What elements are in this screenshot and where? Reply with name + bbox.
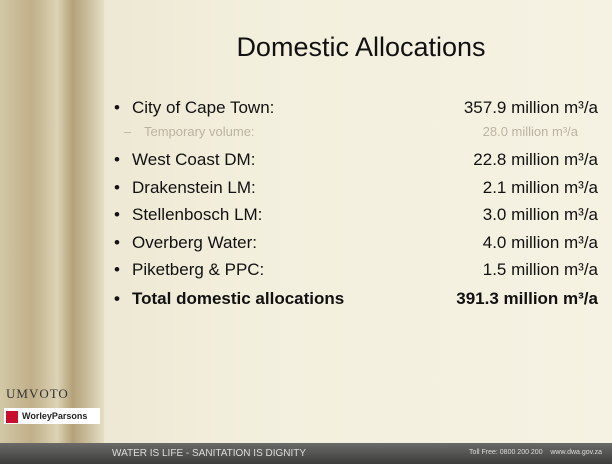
item-label: Total domestic allocations <box>132 289 344 309</box>
slide: Domestic Allocations • City of Cape Town:… <box>0 0 612 464</box>
background-image <box>0 0 104 443</box>
list-item: • Piketberg & PPC: 1.5 million m³/a <box>106 260 598 284</box>
item-value: 357.9 million m³/a <box>464 98 598 118</box>
footer-motto: WATER IS LIFE - SANITATION IS DIGNITY <box>112 448 306 459</box>
list-item: –Temporary volume: 28.0 million m³/a <box>106 124 598 148</box>
bullet: • <box>114 260 120 280</box>
item-label: Temporary volume: <box>144 124 255 139</box>
bullet: • <box>114 289 120 309</box>
list-item: • Drakenstein LM: 2.1 million m³/a <box>106 178 598 202</box>
list-item: • Total domestic allocations 391.3 million… <box>106 289 598 313</box>
item-label: Overberg Water: <box>132 233 257 253</box>
logo-text: WorleyParsons <box>22 411 87 421</box>
item-label: Piketberg & PPC: <box>132 260 264 280</box>
footer-contact: Toll Free: 0800 200 200 www.dwa.gov.za <box>469 449 602 456</box>
title: Domestic Allocations <box>110 32 612 63</box>
item-value: 1.5 million m³/a <box>483 260 598 280</box>
item-value: 4.0 million m³/a <box>483 233 598 253</box>
item-value: 22.8 million m³/a <box>473 150 598 170</box>
list-item: • Overberg Water: 4.0 million m³/a <box>106 233 598 257</box>
bullet: • <box>114 150 120 170</box>
list-item: • Stellenbosch LM: 3.0 million m³/a <box>106 205 598 229</box>
item-value: 3.0 million m³/a <box>483 205 598 225</box>
bullet: • <box>114 205 120 225</box>
item-value: 28.0 million m³/a <box>483 124 578 139</box>
item-label: City of Cape Town: <box>132 98 274 118</box>
list-item: • City of Cape Town: 357.9 million m³/a <box>106 98 598 122</box>
bullet: • <box>114 233 120 253</box>
item-label: West Coast DM: <box>132 150 255 170</box>
item-label: Stellenbosch LM: <box>132 205 262 225</box>
logo-umvoto: UMVOTO <box>6 386 69 402</box>
item-label: Drakenstein LM: <box>132 178 256 198</box>
logo-worley: WorleyParsons <box>4 408 100 424</box>
bullet: • <box>114 98 120 118</box>
list-item: • West Coast DM: 22.8 million m³/a <box>106 150 598 174</box>
item-value: 391.3 million m³/a <box>456 289 598 309</box>
item-value: 2.1 million m³/a <box>483 178 598 198</box>
bullet: – <box>124 124 131 139</box>
footer: WATER IS LIFE - SANITATION IS DIGNITY To… <box>0 443 612 464</box>
bullet: • <box>114 178 120 198</box>
